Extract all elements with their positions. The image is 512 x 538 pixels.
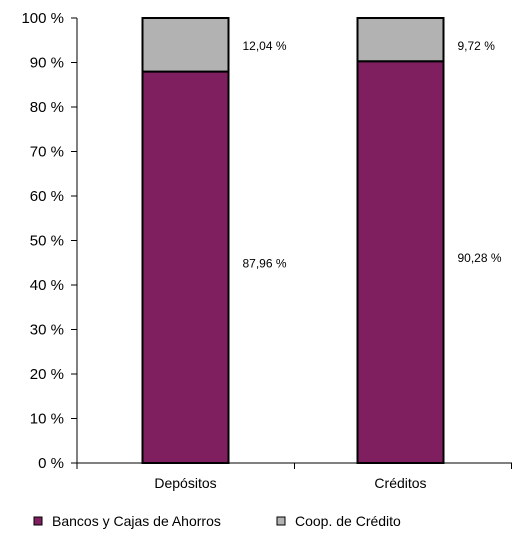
y-tick-label: 10 % [30,411,64,428]
bar-segment-coop-1 [356,17,445,63]
data-label: 12,04 % [243,39,287,53]
data-label: 87,96 % [243,256,287,270]
x-category-label: Depósitos [154,475,216,491]
legend-label: Coop. de Crédito [295,513,401,529]
axes: 0 % 10 % 20 % 30 % 40 % 50 % 60 % 70 % 80 % 90 % 1… [21,10,512,491]
legend-label: Bancos y Cajas de Ahorros [52,513,221,529]
data-labels: 87,96 % 12,04 % 90,28 % 9,72 % [243,39,502,270]
y-tick-label: 70 % [30,144,64,161]
legend: Bancos y Cajas de Ahorros Coop. de Crédit… [33,513,401,529]
bars [141,17,445,465]
legend-swatch [276,516,286,526]
legend-swatch [33,516,43,526]
bar-segment-bancos-0 [141,70,230,464]
y-tick-label: 40 % [30,277,64,294]
y-tick-label: 80 % [30,99,64,116]
y-tick-label: 90 % [30,55,64,72]
bar-segment-bancos-1 [356,60,445,465]
data-label: 90,28 % [458,251,502,265]
x-category-label: Créditos [374,475,426,491]
y-tick-label: 60 % [30,188,64,205]
y-tick-label: 30 % [30,322,64,339]
y-tick-label: 20 % [30,366,64,383]
bar-segment-coop-0 [141,17,230,73]
y-tick-label: 0 % [38,455,64,472]
y-tick-label: 100 % [21,10,64,27]
y-tick-label: 50 % [30,233,64,250]
data-label: 9,72 % [458,39,496,53]
